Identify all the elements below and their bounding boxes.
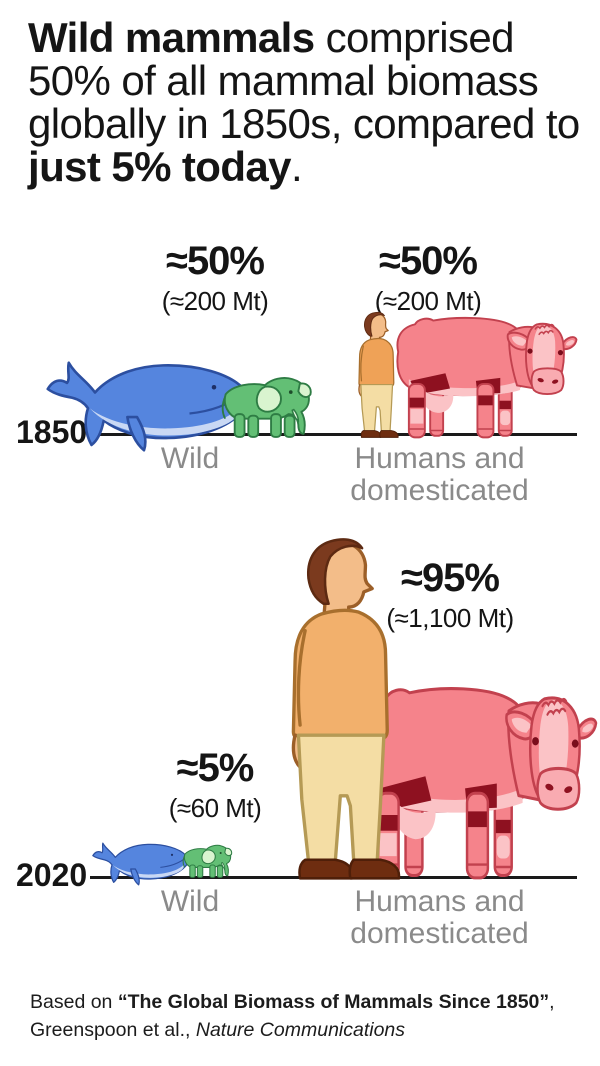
category-label-humans-line2: domesticated (350, 474, 529, 507)
headline-bold-lead: Wild mammals (28, 14, 315, 61)
elephant-icon (181, 844, 233, 879)
value-2020-wild-percent: ≈5% (176, 746, 255, 790)
source-line2: Greenspoon et al., Nature Communications (30, 1016, 582, 1044)
cow-icon (396, 316, 578, 439)
value-1850-humans-percent: ≈50% (378, 239, 478, 283)
human-icon (292, 538, 400, 880)
source-attribution: Based on “The Global Biomass of Mammals … (30, 988, 582, 1044)
value-2020-humans-percent: ≈95% (400, 556, 500, 600)
category-label-humans-line1: Humans and (354, 442, 525, 475)
baseline-1850 (90, 433, 577, 436)
year-label-2020: 2020 (16, 857, 88, 893)
headline-period: . (290, 143, 303, 190)
value-2020-wild-megatonnes: (≈60 Mt) (168, 793, 262, 823)
source-prefix: Based on (30, 991, 118, 1013)
year-label-1850: 1850 (16, 414, 88, 450)
headline-middle: comprised 50% of all mammal biomass glob… (28, 14, 580, 147)
value-1850-wild-megatonnes: (≈200 Mt) (161, 286, 269, 316)
headline: Wild mammals comprised 50% of all mammal… (28, 16, 580, 188)
whale-icon (91, 841, 190, 887)
source-after-title: , (549, 991, 555, 1013)
value-2020-humans-megatonnes: (≈1,100 Mt) (386, 603, 514, 633)
category-label-wild-1850: Wild (160, 442, 220, 475)
category-label-humans-line1: Humans and (354, 885, 525, 918)
elephant-icon (221, 376, 312, 439)
value-1850-humans-megatonnes: (≈200 Mt) (374, 286, 482, 316)
source-line1: Based on “The Global Biomass of Mammals … (30, 988, 582, 1016)
category-label-humans-1850: Humans and domesticated (312, 443, 567, 507)
category-label-wild-2020: Wild (160, 885, 220, 918)
source-authors: Greenspoon et al., (30, 1019, 196, 1041)
category-label-humans-2020: Humans and domesticated (312, 886, 567, 950)
headline-bold-tail: just 5% today (28, 143, 292, 190)
category-label-humans-line2: domesticated (350, 917, 529, 950)
value-1850-wild-percent: ≈50% (165, 239, 265, 283)
source-journal: Nature Communications (195, 1019, 406, 1041)
human-icon (357, 311, 400, 439)
source-title: “The Global Biomass of Mammals Since 185… (117, 991, 550, 1013)
